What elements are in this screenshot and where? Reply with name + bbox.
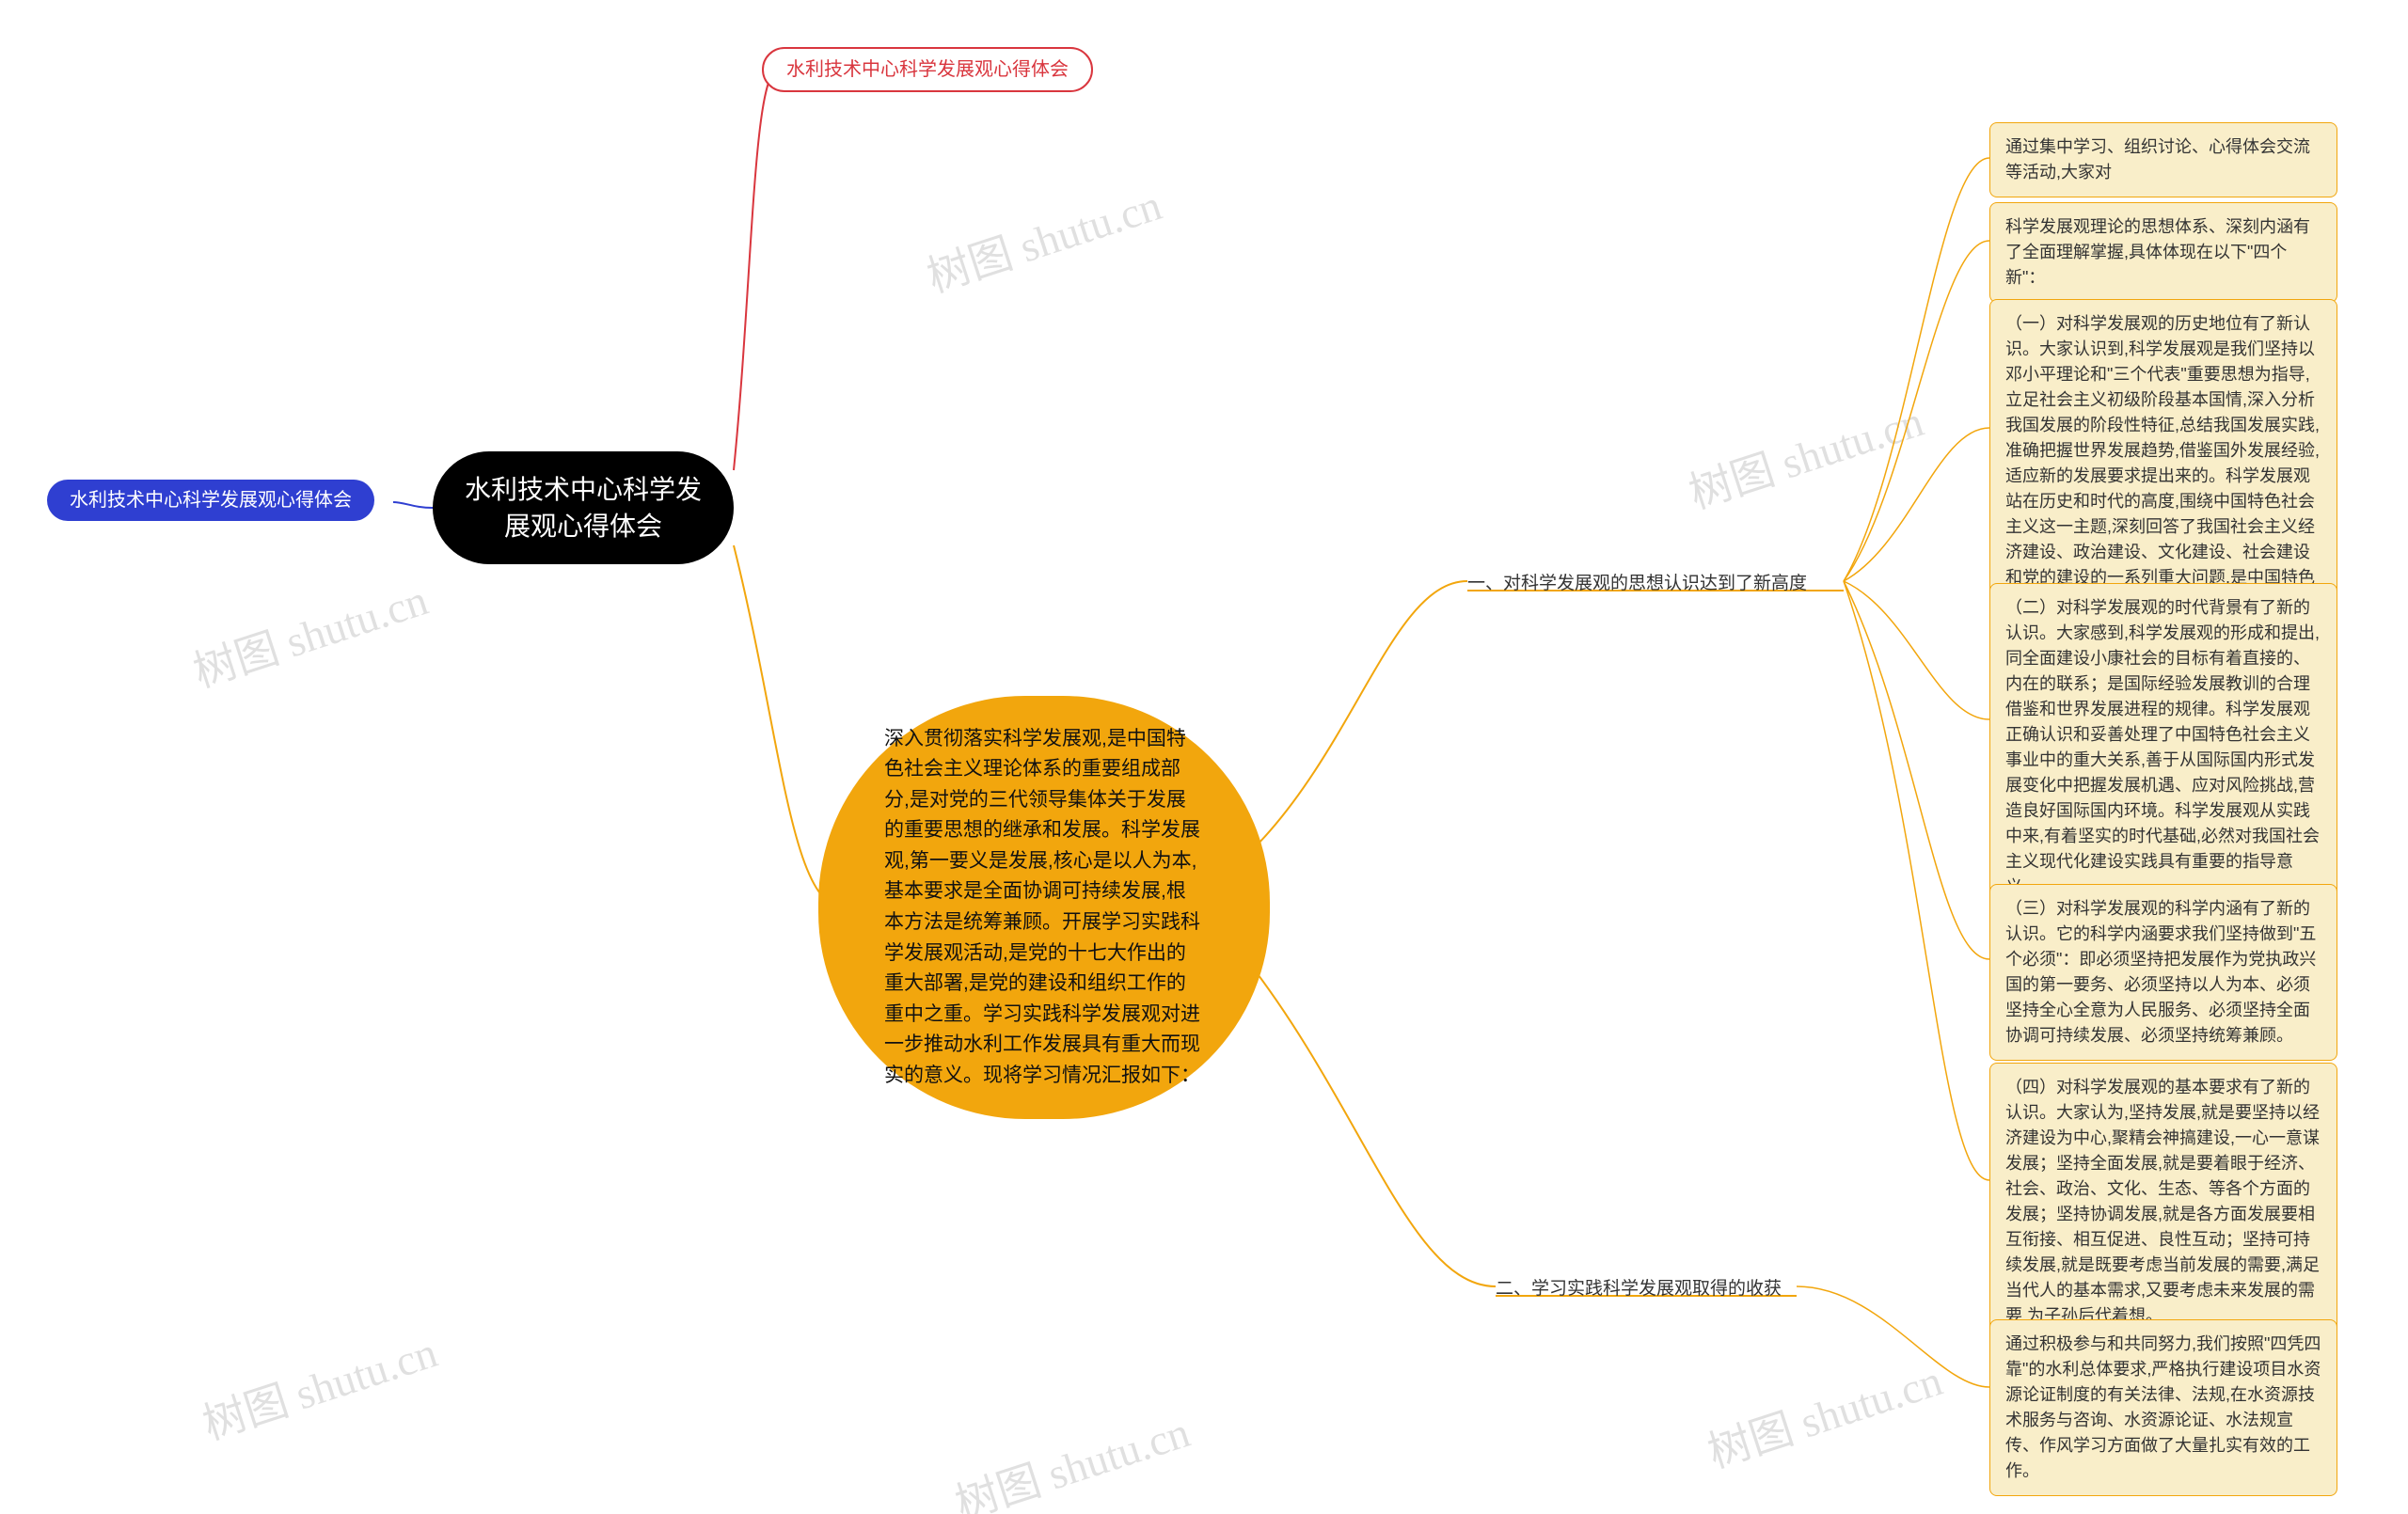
mindmap-subsection-1[interactable]: 一、对科学发展观的思想认识达到了新高度 xyxy=(1467,569,1807,594)
watermark: 树图 shutu.cn xyxy=(1699,1347,1949,1481)
mindmap-leaf[interactable]: 科学发展观理论的思想体系、深刻内涵有了全面理解掌握,具体体现在以下"四个新"： xyxy=(1989,202,2337,303)
mindmap-leaf[interactable]: （三）对科学发展观的科学内涵有了新的认识。它的科学内涵要求我们坚持做到"五个必须… xyxy=(1989,884,2337,1061)
mindmap-leaf[interactable]: （二）对科学发展观的时代背景有了新的认识。大家感到,科学发展观的形成和提出,同全… xyxy=(1989,583,2337,912)
mindmap-leaf[interactable]: 通过集中学习、组织讨论、心得体会交流等活动,大家对 xyxy=(1989,122,2337,197)
mindmap-leaf[interactable]: （一）对科学发展观的历史地位有了新认识。大家认识到,科学发展观是我们坚持以邓小平… xyxy=(1989,299,2337,628)
mindmap-branch-yellow[interactable]: 深入贯彻落实科学发展观,是中国特色社会主义理论体系的重要组成部分,是对党的三代领… xyxy=(818,696,1270,1119)
watermark: 树图 shutu.cn xyxy=(946,1398,1196,1514)
mindmap-branch-red[interactable]: 水利技术中心科学发展观心得体会 xyxy=(762,47,1093,92)
mindmap-root-node[interactable]: 水利技术中心科学发展观心得体会 xyxy=(433,451,734,564)
mindmap-leaf[interactable]: （四）对科学发展观的基本要求有了新的认识。大家认为,坚持发展,就是要坚持以经济建… xyxy=(1989,1063,2337,1341)
mindmap-subsection-2[interactable]: 二、学习实践科学发展观取得的收获 xyxy=(1496,1274,1782,1300)
mindmap-leaf[interactable]: 通过积极参与和共同努力,我们按照"四凭四靠"的水利总体要求,严格执行建设项目水资… xyxy=(1989,1319,2337,1496)
mindmap-branch-blue[interactable]: 水利技术中心科学发展观心得体会 xyxy=(47,480,374,521)
watermark: 树图 shutu.cn xyxy=(918,171,1168,306)
watermark: 树图 shutu.cn xyxy=(1680,387,1930,522)
watermark: 树图 shutu.cn xyxy=(184,566,435,701)
watermark: 树图 shutu.cn xyxy=(194,1318,444,1453)
